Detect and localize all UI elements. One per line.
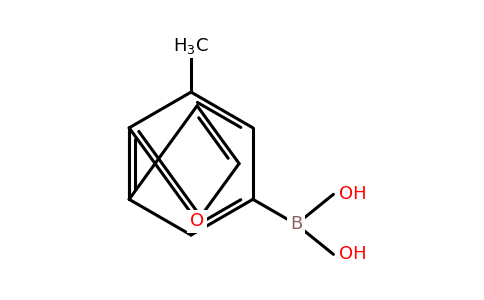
Text: $\mathregular{H_3C}$: $\mathregular{H_3C}$ <box>173 36 209 56</box>
Text: OH: OH <box>339 245 367 263</box>
Text: O: O <box>190 212 204 230</box>
Text: B: B <box>290 215 302 233</box>
Text: OH: OH <box>339 185 367 203</box>
